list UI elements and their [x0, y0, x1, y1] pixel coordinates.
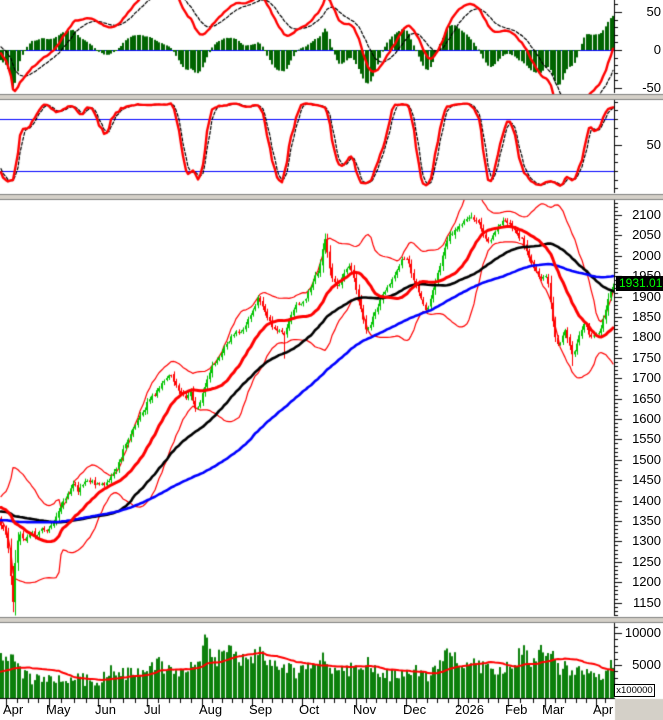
price-axis-label: 1150 [633, 595, 661, 610]
volume-axis-label: 5000 [632, 657, 661, 672]
x-axis-month-label: Nov [353, 702, 377, 717]
price-axis-label: 1600 [632, 411, 661, 426]
price-axis-label: 2000 [632, 248, 661, 263]
price-axis-label: 1700 [632, 370, 661, 385]
price-axis-label: 1750 [632, 350, 661, 365]
x-axis-month-label: Dec [403, 702, 427, 717]
price-axis-label: 1450 [632, 472, 661, 487]
volume-axis-label: 10000 [624, 625, 661, 640]
x-axis-month-label: Jun [95, 702, 116, 717]
x-axis-month-label: Feb [505, 702, 528, 717]
macd-axis-label: -50 [642, 80, 661, 95]
x-axis-month-label: Mar [542, 702, 565, 717]
x-axis-month-label: Apr [593, 702, 614, 717]
price-axis-label: 1250 [632, 554, 661, 569]
x-axis-month-label: Aug [199, 702, 223, 717]
price-axis-label: 1550 [632, 431, 661, 446]
price-axis-label: 1800 [632, 329, 661, 344]
price-axis-label: 2100 [632, 207, 661, 222]
last-price-badge: 1931.01 [616, 276, 663, 291]
price-axis-label: 1350 [632, 513, 661, 528]
x-axis-month-label: May [46, 702, 71, 717]
x-axis-month-label: Oct [299, 702, 320, 717]
stoch-axis-label: 50 [646, 137, 661, 152]
macd-axis-label: 50 [646, 4, 661, 19]
x-axis-month-label: Jul [144, 702, 161, 717]
price-axis-label: 1200 [632, 574, 661, 589]
price-axis-label: 1850 [632, 309, 661, 324]
price-axis-label: 1500 [632, 452, 661, 467]
x-axis-month-label: Sep [249, 702, 273, 717]
macd-axis-label: 0 [653, 42, 661, 57]
price-axis-label: 2050 [632, 227, 661, 242]
volume-unit-label: x100000 [614, 684, 655, 697]
price-axis-label: 1400 [632, 493, 661, 508]
price-axis-label: 1650 [632, 391, 661, 406]
x-axis-month-label: 2026 [455, 702, 484, 717]
price-axis-label: 1900 [632, 289, 661, 304]
price-axis-label: 1300 [632, 533, 661, 548]
x-axis-month-label: Apr [3, 702, 24, 717]
